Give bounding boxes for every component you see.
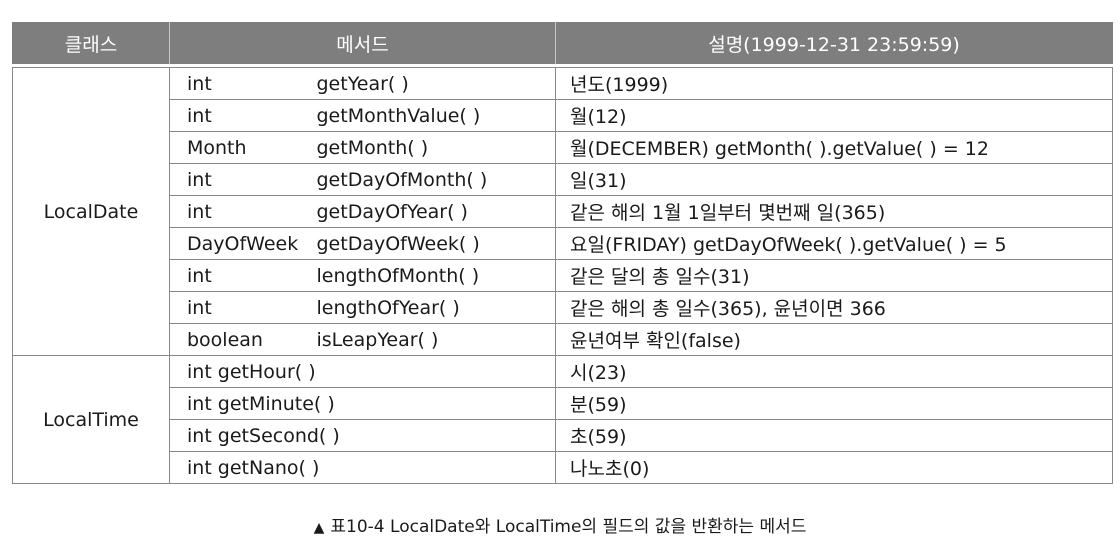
- method-description: 년도(1999): [555, 67, 1114, 100]
- method-description: 월(12): [555, 99, 1114, 132]
- method-name: getMonth( ): [309, 131, 557, 164]
- table-row: Month getMonth( ) 월(DECEMBER) getMonth( …: [13, 131, 1114, 164]
- method-description: 분(59): [555, 387, 1114, 420]
- table-row: int getNano( ) 나노초(0): [13, 451, 1114, 484]
- header-description: 설명(1999-12-31 23:59:59): [555, 22, 1114, 64]
- header-method: 메서드: [168, 22, 557, 64]
- table-row: LocalDate int getYear( ) 년도(1999): [12, 67, 1114, 356]
- return-type: boolean: [169, 323, 310, 356]
- method-name: lengthOfYear( ): [309, 291, 557, 324]
- method-description: 윤년여부 확인(false): [555, 323, 1114, 356]
- table-row: int getDayOfMonth( ) 일(31): [13, 163, 1114, 196]
- method-description: 같은 해의 1월 1일부터 몇번째 일(365): [555, 195, 1114, 228]
- return-type: int: [169, 67, 310, 100]
- method-name: lengthOfMonth( ): [309, 259, 557, 292]
- table-caption: ▲ 표10-4 LocalDate와 LocalTime의 필드의 값을 반환하는…: [0, 512, 1120, 537]
- method-description: 요일(FRIDAY) getDayOfWeek( ).getValue( ) =…: [555, 227, 1114, 260]
- table-row: int getMinute( ) 분(59): [13, 387, 1114, 420]
- return-type: int: [169, 163, 310, 196]
- return-type: int: [169, 195, 310, 228]
- class-name-localtime: LocalTime: [12, 355, 170, 484]
- localtime-group: LocalTime int getHour( ) 시(23) int getMi…: [12, 355, 1114, 484]
- method-name: int getNano( ): [168, 451, 557, 484]
- method-name: getDayOfWeek( ): [309, 227, 557, 260]
- header-row: 클래스 메서드 설명(1999-12-31 23:59:59): [12, 22, 1114, 64]
- caption-text: 표10-4 LocalDate와 LocalTime의 필드의 값을 반환하는 …: [330, 517, 807, 537]
- method-name: int getMinute( ): [168, 387, 557, 420]
- header-class: 클래스: [12, 22, 170, 64]
- method-name: int getHour( ): [168, 355, 557, 388]
- method-description: 나노초(0): [555, 451, 1114, 484]
- table-row: int getMonthValue( ) 월(12): [13, 99, 1114, 132]
- table-row: DayOfWeek getDayOfWeek( ) 요일(FRIDAY) get…: [13, 227, 1114, 260]
- method-name: getYear( ): [309, 67, 557, 100]
- method-description: 같은 달의 총 일수(31): [555, 259, 1114, 292]
- table-row: int getSecond( ) 초(59): [13, 419, 1114, 452]
- method-description: 시(23): [555, 355, 1114, 388]
- table-row: int getDayOfYear( ) 같은 해의 1월 1일부터 몇번째 일(…: [13, 195, 1114, 228]
- table-row: int lengthOfYear( ) 같은 해의 총 일수(365), 윤년이…: [13, 291, 1114, 324]
- method-name: int getSecond( ): [168, 419, 557, 452]
- method-name: getDayOfYear( ): [309, 195, 557, 228]
- return-type: Month: [169, 131, 310, 164]
- return-type: int: [169, 99, 310, 132]
- method-description: 월(DECEMBER) getMonth( ).getValue( ) = 12: [555, 131, 1114, 164]
- triangle-marker-icon: ▲: [313, 520, 325, 536]
- method-description: 일(31): [555, 163, 1114, 196]
- table-row: LocalTime int getHour( ) 시(23): [12, 355, 1114, 484]
- return-type: int: [169, 259, 310, 292]
- method-description: 초(59): [555, 419, 1114, 452]
- method-name: isLeapYear( ): [309, 323, 557, 356]
- methods-table: 클래스 메서드 설명(1999-12-31 23:59:59) LocalDat…: [12, 22, 1114, 484]
- return-type: DayOfWeek: [169, 227, 310, 260]
- class-name-localdate: LocalDate: [12, 67, 170, 356]
- return-type: int: [169, 291, 310, 324]
- table-row: int lengthOfMonth( ) 같은 달의 총 일수(31): [13, 259, 1114, 292]
- localdate-group: LocalDate int getYear( ) 년도(1999) int ge…: [12, 67, 1114, 356]
- method-name: getMonthValue( ): [309, 99, 557, 132]
- method-description: 같은 해의 총 일수(365), 윤년이면 366: [555, 291, 1114, 324]
- table-row: boolean isLeapYear( ) 윤년여부 확인(false): [13, 323, 1114, 356]
- method-name: getDayOfMonth( ): [309, 163, 557, 196]
